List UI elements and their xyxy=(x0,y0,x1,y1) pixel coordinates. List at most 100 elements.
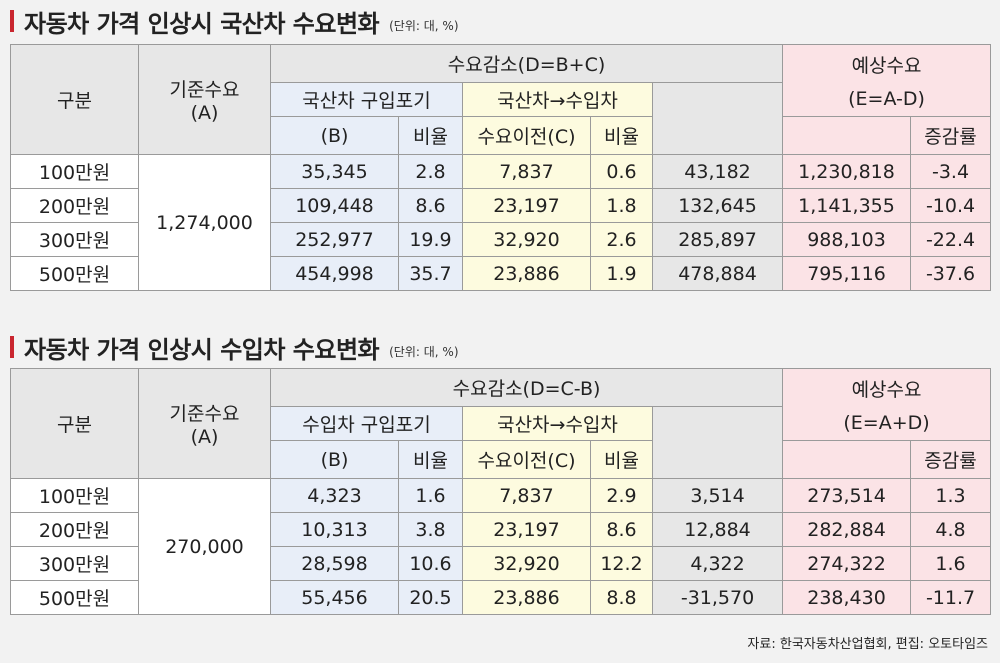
hdr-col-b-sub: (B) xyxy=(270,440,399,479)
cell-change: -11.7 xyxy=(910,580,992,615)
cell-b: 55,456 xyxy=(270,580,399,615)
cell-e: 795,116 xyxy=(782,256,912,291)
hdr-base-line1: 기준수요 xyxy=(169,79,240,101)
cell-c: 32,920 xyxy=(462,222,591,257)
hdr-forecast: 예상수요 (E=A-D) xyxy=(782,44,992,117)
hdr-col-c-sub: 수요이전(C) xyxy=(462,116,591,155)
hdr-forecast-spacer xyxy=(782,116,912,155)
cell-b: 454,998 xyxy=(270,256,399,291)
hdr-col-b: 국산차 구입포기 xyxy=(270,82,463,117)
cell-c-ratio: 1.9 xyxy=(590,256,653,291)
hdr-category: 구분 xyxy=(10,44,139,155)
hdr-decrease: 수요감소(D=C-B) xyxy=(269,368,784,407)
cell-c-ratio: 1.8 xyxy=(590,188,653,223)
row-category: 300만원 xyxy=(10,222,139,257)
cell-change: 1.6 xyxy=(910,546,992,581)
section2-unit: (단위: 대, %) xyxy=(389,344,459,359)
row-category: 500만원 xyxy=(10,256,139,291)
section1-title-row: 자동차 가격 인상시 국산차 수요변화 (단위: 대, %) xyxy=(10,4,459,38)
cell-d: 12,884 xyxy=(651,512,784,547)
cell-change: 4.8 xyxy=(910,512,992,547)
cell-b-ratio: 3.8 xyxy=(398,512,463,547)
cell-d: 478,884 xyxy=(651,256,784,291)
base-value: 270,000 xyxy=(138,478,271,615)
hdr-change: 증감률 xyxy=(910,116,992,155)
hdr-ratio-c: 비율 xyxy=(590,116,653,155)
hdr-blank xyxy=(651,82,784,155)
hdr-change: 증감률 xyxy=(910,440,992,479)
cell-b: 10,313 xyxy=(270,512,399,547)
cell-b: 252,977 xyxy=(270,222,399,257)
base-value: 1,274,000 xyxy=(138,154,271,291)
cell-change: -10.4 xyxy=(910,188,992,223)
hdr-forecast-spacer xyxy=(782,440,912,479)
cell-c: 23,197 xyxy=(462,188,591,223)
cell-b: 109,448 xyxy=(270,188,399,223)
hdr-col-c-sub: 수요이전(C) xyxy=(462,440,591,479)
hdr-forecast-formula: (E=A-D) xyxy=(848,88,925,110)
cell-change: -22.4 xyxy=(910,222,992,257)
row-category: 100만원 xyxy=(10,154,139,189)
cell-change: -3.4 xyxy=(910,154,992,189)
cell-b: 35,345 xyxy=(270,154,399,189)
hdr-ratio-b: 비율 xyxy=(398,116,463,155)
cell-d: 3,514 xyxy=(651,478,784,513)
hdr-forecast: 예상수요 (E=A+D) xyxy=(782,368,992,441)
cell-c: 23,886 xyxy=(462,256,591,291)
section1-table: 구분 기준수요 (A) 수요감소(D=B+C) 예상수요 (E=A-D) 국산차… xyxy=(10,44,992,291)
hdr-col-c: 국산차→수입차 xyxy=(462,82,653,117)
hdr-ratio-c: 비율 xyxy=(590,440,653,479)
cell-c: 23,886 xyxy=(462,580,591,615)
cell-c-ratio: 0.6 xyxy=(590,154,653,189)
cell-b-ratio: 10.6 xyxy=(398,546,463,581)
hdr-base-line2: (A) xyxy=(190,102,219,124)
cell-e: 988,103 xyxy=(782,222,912,257)
hdr-decrease: 수요감소(D=B+C) xyxy=(269,44,784,83)
cell-b-ratio: 8.6 xyxy=(398,188,463,223)
cell-c-ratio: 2.6 xyxy=(590,222,653,257)
row-category: 200만원 xyxy=(10,188,139,223)
hdr-base-line2: (A) xyxy=(190,426,219,448)
cell-b-ratio: 19.9 xyxy=(398,222,463,257)
row-category: 300만원 xyxy=(10,546,139,581)
hdr-blank xyxy=(651,406,784,479)
cell-c: 7,837 xyxy=(462,478,591,513)
hdr-col-c: 국산차→수입차 xyxy=(462,406,653,441)
hdr-base-line1: 기준수요 xyxy=(169,403,240,425)
section1-unit: (단위: 대, %) xyxy=(389,18,459,33)
cell-c: 7,837 xyxy=(462,154,591,189)
cell-d: 4,322 xyxy=(651,546,784,581)
cell-c-ratio: 2.9 xyxy=(590,478,653,513)
cell-b-ratio: 1.6 xyxy=(398,478,463,513)
cell-e: 282,884 xyxy=(782,512,912,547)
hdr-category: 구분 xyxy=(10,368,139,479)
cell-b-ratio: 2.8 xyxy=(398,154,463,189)
section2-table: 구분 기준수요 (A) 수요감소(D=C-B) 예상수요 (E=A+D) 수입차… xyxy=(10,368,992,615)
hdr-forecast-formula: (E=A+D) xyxy=(843,412,930,434)
cell-change: -37.6 xyxy=(910,256,992,291)
hdr-col-b: 수입차 구입포기 xyxy=(270,406,463,441)
section1-title: 자동차 가격 인상시 국산차 수요변화 xyxy=(24,9,380,38)
hdr-col-b-sub: (B) xyxy=(270,116,399,155)
cell-e: 1,230,818 xyxy=(782,154,912,189)
cell-c: 32,920 xyxy=(462,546,591,581)
cell-b: 28,598 xyxy=(270,546,399,581)
cell-change: 1.3 xyxy=(910,478,992,513)
cell-e: 273,514 xyxy=(782,478,912,513)
section2-title: 자동차 가격 인상시 수입차 수요변화 xyxy=(24,335,380,364)
hdr-base: 기준수요 (A) xyxy=(138,368,271,479)
cell-b: 4,323 xyxy=(270,478,399,513)
title-accent-bar xyxy=(10,336,14,358)
cell-c-ratio: 12.2 xyxy=(590,546,653,581)
row-category: 100만원 xyxy=(10,478,139,513)
hdr-forecast-label: 예상수요 xyxy=(851,379,922,401)
cell-d: 132,645 xyxy=(651,188,784,223)
cell-d: 43,182 xyxy=(651,154,784,189)
cell-e: 1,141,355 xyxy=(782,188,912,223)
section2-title-row: 자동차 가격 인상시 수입차 수요변화 (단위: 대, %) xyxy=(10,330,459,364)
row-category: 500만원 xyxy=(10,580,139,615)
cell-c: 23,197 xyxy=(462,512,591,547)
hdr-forecast-label: 예상수요 xyxy=(851,55,922,77)
cell-c-ratio: 8.8 xyxy=(590,580,653,615)
cell-d: -31,570 xyxy=(651,580,784,615)
